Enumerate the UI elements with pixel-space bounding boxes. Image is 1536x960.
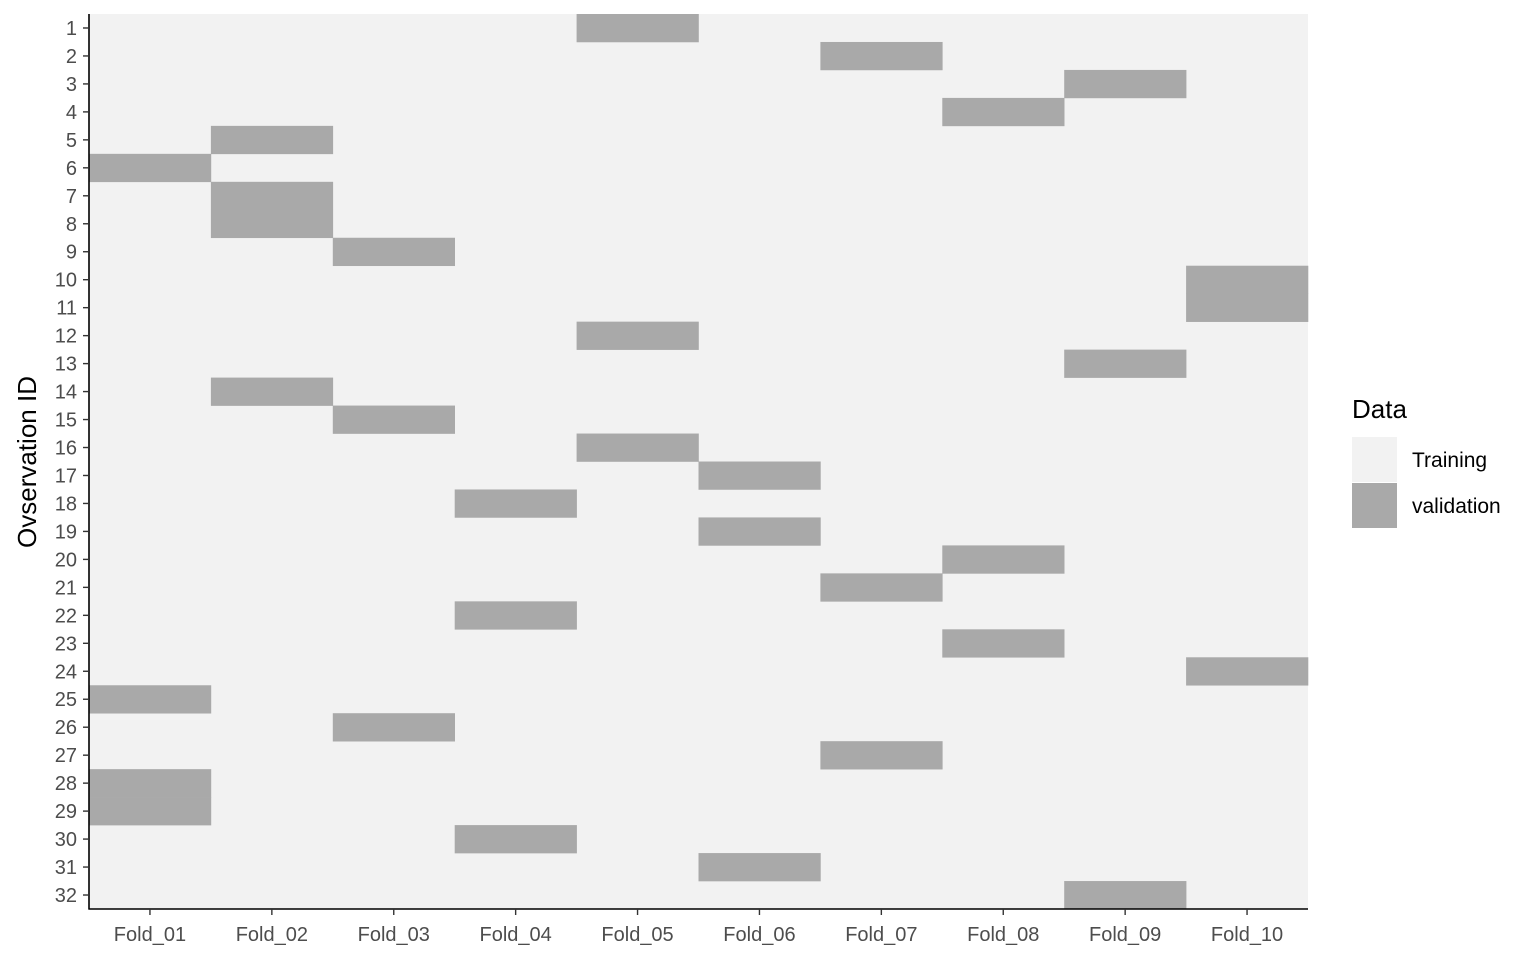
- y-tick-label-29: 29: [55, 801, 77, 823]
- validation-cell-fold_04-obs-18: [454, 489, 577, 518]
- x-tick-label-fold_03: Fold_03: [358, 924, 430, 946]
- validation-cell-fold_08-obs-20: [942, 545, 1065, 574]
- x-tick-label-fold_06: Fold_06: [723, 924, 795, 946]
- validation-cell-fold_10-obs-24: [1186, 657, 1309, 686]
- validation-cell-fold_10-obs-11: [1186, 293, 1309, 322]
- x-tick-label-fold_01: Fold_01: [114, 924, 186, 946]
- validation-cell-fold_07-obs-2: [820, 41, 943, 71]
- legend: Data Training validation: [1352, 394, 1501, 528]
- y-tick-label-9: 9: [66, 242, 77, 264]
- y-tick-label-16: 16: [55, 438, 77, 460]
- legend-title: Data: [1352, 394, 1407, 424]
- y-tick-label-14: 14: [55, 382, 77, 404]
- validation-cell-fold_09-obs-13: [1064, 349, 1187, 378]
- legend-label-validation: validation: [1412, 495, 1501, 518]
- legend-key-training: [1352, 437, 1397, 482]
- y-tick-label-31: 31: [55, 857, 77, 879]
- x-tick-label-fold_10: Fold_10: [1211, 924, 1283, 946]
- validation-cell-fold_04-obs-22: [454, 601, 577, 630]
- validation-cell-fold_08-obs-4: [942, 97, 1065, 127]
- y-tick-label-27: 27: [55, 745, 77, 767]
- y-tick-label-10: 10: [55, 270, 77, 292]
- validation-cell-fold_01-obs-25: [89, 685, 212, 714]
- y-tick-label-20: 20: [55, 549, 77, 571]
- x-tick-label-fold_09: Fold_09: [1089, 924, 1161, 946]
- y-tick-label-30: 30: [55, 829, 77, 851]
- y-tick-label-23: 23: [55, 633, 77, 655]
- y-tick-label-19: 19: [55, 521, 77, 543]
- validation-cell-fold_02-obs-8: [210, 209, 334, 239]
- validation-cell-fold_02-obs-5: [210, 125, 334, 155]
- y-tick-label-5: 5: [66, 130, 77, 152]
- x-tick-label-fold_08: Fold_08: [967, 924, 1039, 946]
- legend-entries: Training validation: [1352, 437, 1501, 528]
- validation-cell-fold_01-obs-28: [89, 769, 212, 798]
- validation-cell-fold_06-obs-19: [698, 517, 821, 546]
- y-tick-label-15: 15: [55, 410, 77, 432]
- validation-cell-fold_07-obs-21: [820, 573, 943, 602]
- validation-cell-fold_10-obs-10: [1186, 265, 1309, 294]
- y-tick-label-12: 12: [55, 326, 77, 348]
- y-tick-label-4: 4: [66, 102, 77, 124]
- y-tick-label-24: 24: [55, 661, 77, 683]
- y-tick-label-26: 26: [55, 717, 77, 739]
- validation-cell-fold_02-obs-7: [210, 181, 334, 211]
- y-tick-label-7: 7: [66, 186, 77, 208]
- y-tick-label-2: 2: [66, 46, 77, 68]
- validation-cell-fold_03-obs-15: [332, 405, 455, 434]
- validation-cell-fold_09-obs-3: [1064, 69, 1187, 99]
- validation-cell-fold_06-obs-31: [698, 853, 821, 882]
- y-tick-label-21: 21: [55, 577, 77, 599]
- validation-cell-fold_05-obs-16: [576, 433, 699, 462]
- validation-cells: [89, 14, 1309, 910]
- x-tick-labels: Fold_01 Fold_02 Fold_03 Fold_04 Fold_05 Fold_…: [114, 924, 1283, 946]
- y-tick-label-1: 1: [66, 18, 77, 40]
- x-tick-label-fold_04: Fold_04: [480, 924, 552, 946]
- validation-cell-fold_02-obs-14: [210, 377, 334, 406]
- validation-cell-fold_05-obs-1: [576, 14, 699, 43]
- x-tick-label-fold_07: Fold_07: [845, 924, 917, 946]
- validation-cell-fold_07-obs-27: [820, 741, 943, 770]
- x-tick-label-fold_05: Fold_05: [601, 924, 673, 946]
- legend-key-validation: [1352, 483, 1397, 528]
- validation-cell-fold_01-obs-29: [89, 797, 212, 826]
- y-tick-label-3: 3: [66, 74, 77, 96]
- y-tick-label-17: 17: [55, 465, 77, 487]
- legend-label-training: Training: [1412, 449, 1487, 472]
- y-axis-title: Ovservation ID: [12, 376, 42, 548]
- y-tick-label-22: 22: [55, 605, 77, 627]
- y-tick-labels: 1234567891011121314151617181920212223242…: [55, 18, 77, 907]
- validation-cell-fold_05-obs-12: [576, 321, 699, 350]
- validation-cell-fold_03-obs-26: [332, 713, 455, 742]
- validation-cell-fold_08-obs-23: [942, 629, 1065, 658]
- y-tick-label-8: 8: [66, 214, 77, 236]
- validation-cell-fold_03-obs-9: [332, 237, 455, 267]
- y-tick-label-13: 13: [55, 354, 77, 376]
- validation-cell-fold_09-obs-32: [1064, 881, 1187, 910]
- y-tick-label-6: 6: [66, 158, 77, 180]
- x-tick-label-fold_02: Fold_02: [236, 924, 308, 946]
- validation-cell-fold_06-obs-17: [698, 461, 821, 490]
- y-tick-label-28: 28: [55, 773, 77, 795]
- validation-cell-fold_01-obs-6: [89, 153, 212, 183]
- y-tick-label-18: 18: [55, 493, 77, 515]
- y-tick-label-25: 25: [55, 689, 77, 711]
- y-tick-label-32: 32: [55, 885, 77, 907]
- axes: [83, 14, 1308, 915]
- y-tick-label-11: 11: [56, 298, 77, 320]
- validation-cell-fold_04-obs-30: [454, 825, 577, 854]
